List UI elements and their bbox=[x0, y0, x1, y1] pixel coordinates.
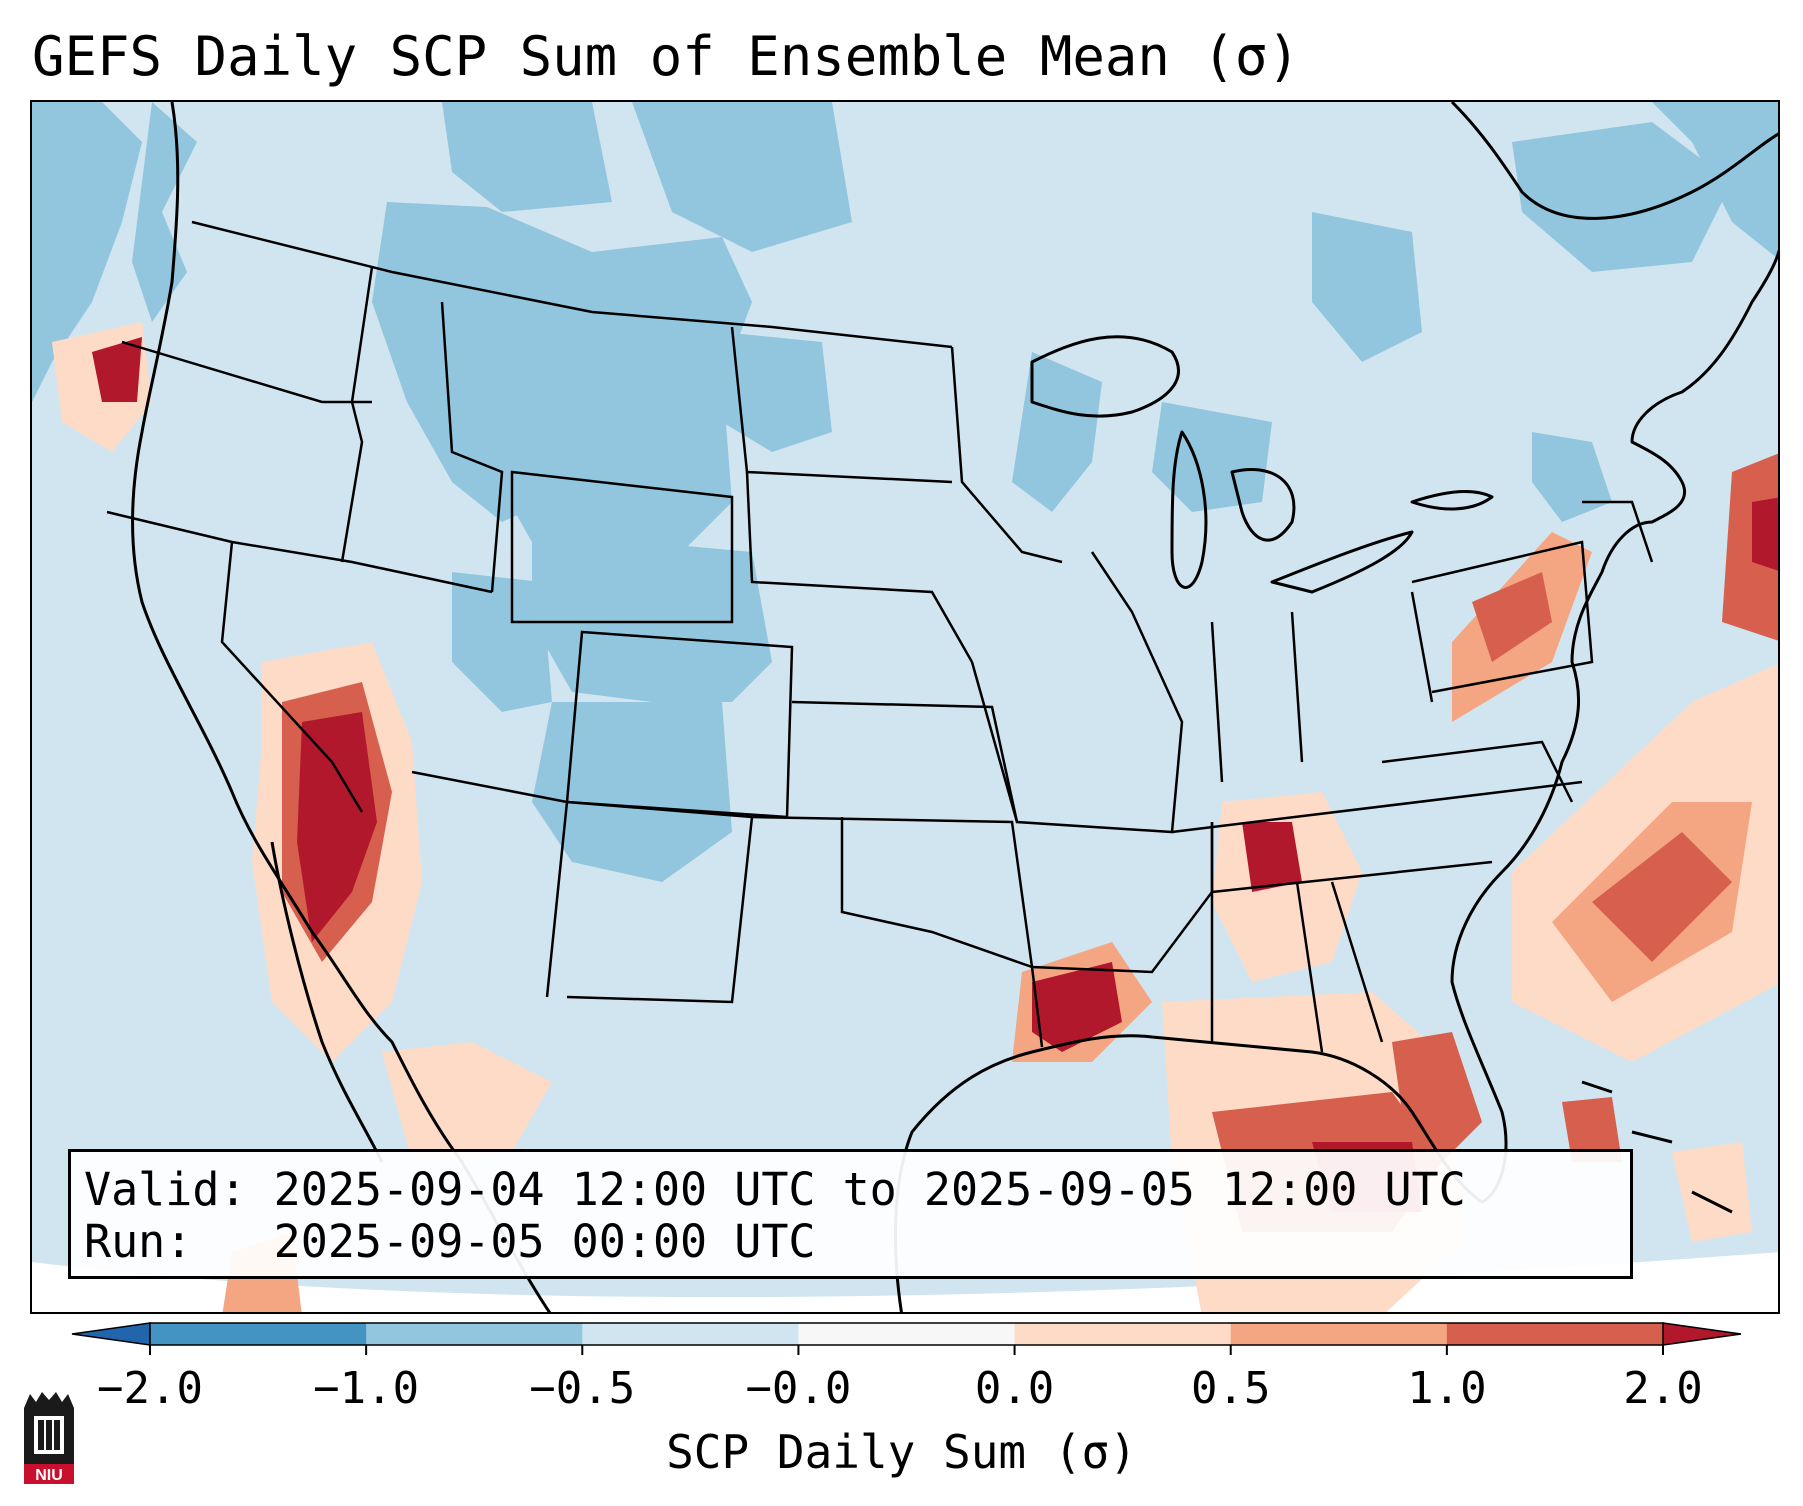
alabama-hot bbox=[1242, 822, 1302, 892]
oregon-hot bbox=[92, 337, 142, 402]
east-coastline bbox=[893, 249, 1778, 1312]
pacific-coastline bbox=[131, 102, 552, 1312]
nova-scotia-hot bbox=[1752, 497, 1778, 571]
colorbar-tick-label: −0.5 bbox=[529, 1363, 635, 1414]
florida-medium bbox=[1392, 1032, 1482, 1162]
mn-border bbox=[950, 346, 1063, 564]
lake-erie bbox=[1270, 530, 1414, 594]
colorbar-bin bbox=[798, 1323, 1016, 1345]
wa-or-border bbox=[121, 340, 372, 404]
midwest-borders bbox=[1210, 591, 1434, 783]
run-line: Run: 2025-09-05 00:00 UTC bbox=[84, 1214, 816, 1270]
niu-logo: NIU bbox=[24, 1392, 74, 1484]
new-mexico bbox=[566, 800, 754, 1004]
map-canvas bbox=[32, 102, 1778, 1312]
colorado-negative bbox=[532, 532, 772, 702]
colorbar-tick-label: 1.0 bbox=[1407, 1363, 1486, 1414]
validity-info-box: Valid: 2025-09-04 12:00 UTC to 2025-09-0… bbox=[68, 1149, 1633, 1279]
valid-line: Valid: 2025-09-04 12:00 UTC to 2025-09-0… bbox=[84, 1162, 1466, 1218]
colorbar-swatches bbox=[71, 1322, 1742, 1346]
lake-huron bbox=[1230, 467, 1296, 542]
lake-ontario bbox=[1410, 490, 1494, 511]
baja-light bbox=[382, 1042, 552, 1162]
colorbar-outline bbox=[149, 1322, 1664, 1346]
chart-title: GEFS Daily SCP Sum of Ensemble Mean (σ) bbox=[32, 25, 1300, 88]
run-value: 2025-09-05 00:00 UTC bbox=[273, 1215, 816, 1268]
colorbar-tick-label: −2.0 bbox=[97, 1363, 203, 1414]
louisiana-hot bbox=[1032, 962, 1122, 1052]
ne-ks-border bbox=[791, 700, 1019, 823]
ia-mo-border bbox=[970, 551, 1184, 834]
sd-ne-border bbox=[745, 471, 974, 663]
mt-id-border bbox=[440, 301, 504, 593]
colorbar-tick-label: 2.0 bbox=[1623, 1363, 1702, 1414]
colorbar-bin bbox=[150, 1323, 367, 1345]
montana-negative bbox=[372, 202, 752, 522]
caribbean-light bbox=[1672, 1142, 1752, 1242]
colorbar-bin bbox=[582, 1323, 799, 1345]
texas-north-border bbox=[840, 817, 1044, 1048]
south-dakota-negative bbox=[722, 332, 832, 452]
pacific-nw-negative bbox=[32, 102, 142, 402]
logo-text: NIU bbox=[35, 1467, 63, 1484]
canada-central-negative bbox=[632, 102, 852, 252]
pacific-negative-band bbox=[132, 102, 197, 322]
colorbar-bin bbox=[1014, 1323, 1232, 1345]
or-ca-nv-border bbox=[106, 510, 493, 594]
utah-negative bbox=[452, 572, 552, 712]
wyoming bbox=[510, 470, 734, 624]
colorbar-ticks: −2.0 −1.0 −0.5 −0.0 0.0 0.5 1.0 2.0 bbox=[97, 1345, 1703, 1414]
wisconsin-negative bbox=[1012, 352, 1102, 512]
colorbar-tick-label: −1.0 bbox=[313, 1363, 419, 1414]
canada-west-negative bbox=[442, 102, 612, 212]
colorbar-extend-low bbox=[71, 1322, 151, 1346]
valid-value: 2025-09-04 12:00 UTC to 2025-09-05 12:00… bbox=[273, 1163, 1466, 1216]
colorbar-bin bbox=[1230, 1323, 1448, 1345]
colorbar-label: SCP Daily Sum (σ) bbox=[666, 1425, 1137, 1479]
colorbar-extend-high bbox=[1662, 1322, 1742, 1346]
map-frame: Valid: 2025-09-04 12:00 UTC to 2025-09-0… bbox=[30, 100, 1780, 1314]
new-england-borders bbox=[1582, 500, 1654, 563]
atlantic-medium bbox=[1592, 832, 1732, 962]
pennsylvania bbox=[1411, 540, 1594, 694]
run-label: Run: bbox=[84, 1215, 193, 1268]
state-boundaries bbox=[106, 220, 1654, 1053]
caribbean-islands bbox=[1581, 1080, 1733, 1214]
southwest-hot bbox=[297, 712, 377, 942]
lake-michigan bbox=[1170, 430, 1208, 589]
st-lawrence-coastline bbox=[1450, 102, 1778, 220]
ks-ok-border bbox=[751, 815, 1034, 968]
baja-coastline bbox=[270, 841, 384, 1163]
wyoming-negative bbox=[492, 362, 732, 572]
ms-al-ga-border bbox=[1211, 860, 1493, 894]
colorbar-bin bbox=[1446, 1323, 1664, 1345]
va-nc-border bbox=[1381, 740, 1574, 803]
lake-superior bbox=[1030, 335, 1180, 418]
colorbar-tick-label: 0.0 bbox=[975, 1363, 1054, 1414]
colorbar-tick-label: −0.0 bbox=[745, 1363, 851, 1414]
negative-regions bbox=[32, 102, 1778, 1102]
gulf-states-borders bbox=[1210, 822, 1384, 1053]
mid-atlantic-medium bbox=[1472, 572, 1552, 662]
colorbar-tick-label: 0.5 bbox=[1191, 1363, 1270, 1414]
us-canada-border bbox=[191, 220, 953, 349]
michigan-negative bbox=[1152, 402, 1272, 512]
coastlines bbox=[131, 102, 1778, 1312]
tn-nc-border bbox=[1171, 780, 1583, 834]
newfoundland-negative bbox=[1512, 122, 1732, 272]
quebec-negative bbox=[1312, 212, 1422, 362]
colorbar-bin bbox=[366, 1323, 583, 1345]
new-england-negative bbox=[1532, 432, 1612, 522]
ca-nv-border bbox=[220, 541, 364, 813]
new-mexico-negative bbox=[532, 702, 732, 882]
id-border bbox=[340, 266, 374, 563]
bahamas-medium bbox=[1562, 1097, 1622, 1162]
valid-label: Valid: bbox=[84, 1163, 247, 1216]
